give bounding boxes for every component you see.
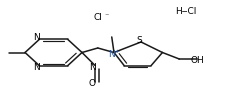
Text: S: S [136, 36, 141, 45]
Text: OH: OH [190, 56, 204, 65]
Text: O: O [88, 79, 95, 88]
Text: ⁻: ⁻ [104, 11, 108, 20]
Text: H‒Cl: H‒Cl [175, 7, 196, 16]
Text: Cl: Cl [93, 13, 102, 22]
Text: N: N [88, 63, 95, 72]
Text: N: N [33, 63, 39, 72]
Text: N: N [107, 50, 114, 59]
Text: N: N [33, 33, 39, 42]
Text: +: + [113, 49, 118, 54]
